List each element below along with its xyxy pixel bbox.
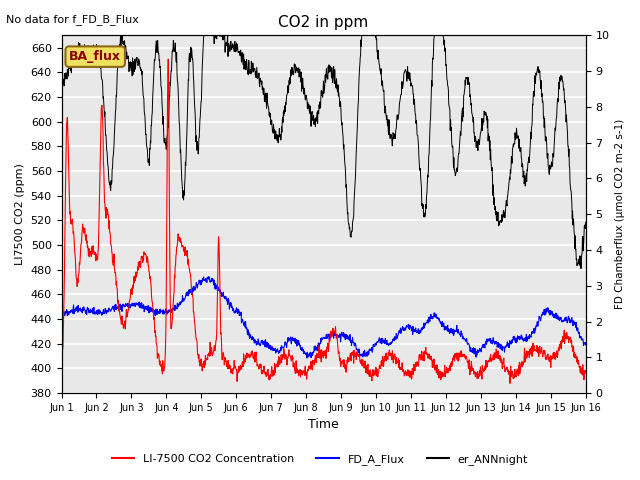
Legend: LI-7500 CO2 Concentration, FD_A_Flux, er_ANNnight: LI-7500 CO2 Concentration, FD_A_Flux, er… <box>108 450 532 469</box>
Y-axis label: FD Chamberflux (μmol CO2 m-2 s-1): FD Chamberflux (μmol CO2 m-2 s-1) <box>615 119 625 309</box>
X-axis label: Time: Time <box>308 419 339 432</box>
Y-axis label: LI7500 CO2 (ppm): LI7500 CO2 (ppm) <box>15 163 25 265</box>
Text: No data for f_FD_B_Flux: No data for f_FD_B_Flux <box>6 14 140 25</box>
Title: CO2 in ppm: CO2 in ppm <box>278 15 369 30</box>
Text: BA_flux: BA_flux <box>69 50 121 63</box>
